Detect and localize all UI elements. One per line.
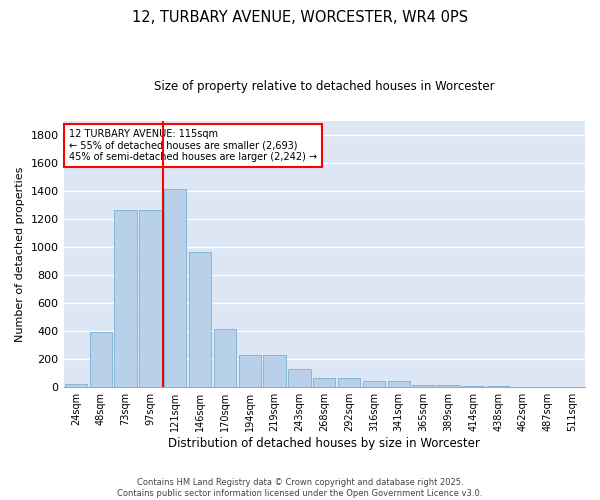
Bar: [164, 190, 187, 387]
Bar: [388, 381, 410, 387]
Y-axis label: Number of detached properties: Number of detached properties: [15, 166, 25, 342]
X-axis label: Distribution of detached houses by size in Worcester: Distribution of detached houses by size …: [169, 437, 480, 450]
Bar: [214, 329, 236, 387]
Bar: [139, 210, 161, 387]
Bar: [512, 386, 534, 387]
Bar: [115, 210, 137, 387]
Text: Contains HM Land Registry data © Crown copyright and database right 2025.
Contai: Contains HM Land Registry data © Crown c…: [118, 478, 482, 498]
Bar: [462, 386, 484, 387]
Bar: [288, 369, 311, 387]
Text: 12 TURBARY AVENUE: 115sqm
← 55% of detached houses are smaller (2,693)
45% of se: 12 TURBARY AVENUE: 115sqm ← 55% of detac…: [69, 128, 317, 162]
Title: Size of property relative to detached houses in Worcester: Size of property relative to detached ho…: [154, 80, 494, 93]
Bar: [189, 252, 211, 387]
Bar: [263, 354, 286, 387]
Bar: [65, 384, 87, 387]
Bar: [239, 354, 261, 387]
Bar: [487, 386, 509, 387]
Bar: [89, 332, 112, 387]
Bar: [363, 381, 385, 387]
Bar: [412, 384, 435, 387]
Bar: [313, 378, 335, 387]
Text: 12, TURBARY AVENUE, WORCESTER, WR4 0PS: 12, TURBARY AVENUE, WORCESTER, WR4 0PS: [132, 10, 468, 25]
Bar: [437, 384, 460, 387]
Bar: [338, 378, 360, 387]
